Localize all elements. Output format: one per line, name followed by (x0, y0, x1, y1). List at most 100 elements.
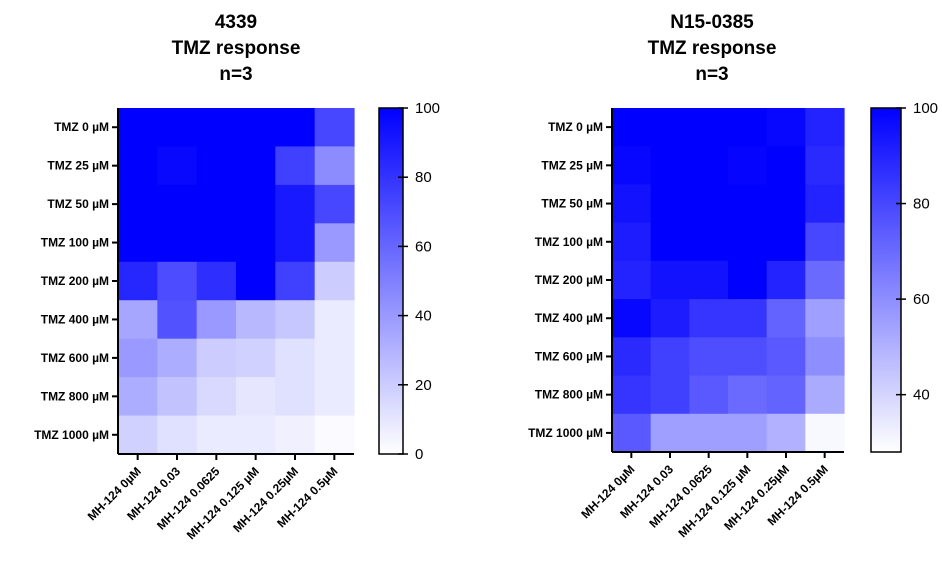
heatmap-cell (766, 222, 806, 262)
colorbar-gradient (378, 107, 404, 455)
title-line-2: TMZ response (172, 38, 301, 59)
colorbar-tick-label: 80 (913, 196, 930, 213)
heatmap-cell (766, 260, 806, 300)
heatmap-cell (196, 108, 237, 148)
heatmap-cell (236, 223, 276, 263)
colorbar-tick-label: 100 (415, 100, 440, 117)
heatmap-cell (650, 108, 690, 147)
heatmap-cell (805, 184, 845, 224)
heatmap-cell (236, 415, 276, 455)
heatmap-cell (728, 184, 768, 224)
colorbar-gradient (870, 107, 902, 453)
heatmap-cell (612, 375, 652, 415)
heatmap-cell (766, 337, 806, 377)
heatmap-cell (118, 223, 158, 263)
y-tick-label: TMZ 200 µM (535, 273, 603, 287)
heatmap-cell (118, 415, 158, 455)
colorbar: 40 60 80 100 (870, 100, 938, 453)
heatmap-cell (805, 260, 845, 300)
heatmap-cell (314, 377, 355, 417)
colorbar-ticks: 40 60 80 100 (896, 100, 938, 404)
y-tick-label: TMZ 50 µM (47, 197, 109, 211)
heatmap-cell (275, 146, 316, 186)
heatmap-cell (196, 261, 237, 301)
y-tick-label: TMZ 400 µM (41, 312, 109, 326)
heatmap-cell (196, 338, 237, 378)
heatmap-cells (118, 108, 355, 455)
heatmap-cells (612, 108, 845, 453)
heatmap-cell (728, 413, 768, 453)
x-tick-label: MH-124 0.125 µM (184, 464, 262, 542)
heatmap-cell (612, 222, 652, 262)
heatmap-cell (196, 300, 237, 340)
heatmap-cell (689, 184, 729, 224)
heatmap-cell (196, 377, 237, 417)
heatmap-cell (612, 184, 652, 224)
colorbar: 0 20 40 60 80 100 (378, 100, 440, 463)
y-tick-label: TMZ 25 µM (541, 158, 603, 172)
heatmap-cell (689, 375, 729, 415)
heatmap-cell (612, 260, 652, 300)
heatmap-cell (612, 108, 652, 147)
y-tick-label: TMZ 600 µM (535, 349, 603, 363)
heatmap-cell (650, 413, 690, 453)
heatmap-cell (805, 108, 845, 147)
heatmap-cell (314, 146, 355, 186)
heatmap-cell (650, 337, 690, 377)
heatmap-cell (118, 300, 158, 340)
heatmap-cell (314, 415, 355, 455)
heatmap-cell (236, 300, 276, 340)
colorbar-tick-label: 100 (913, 100, 938, 117)
title-line-1: N15-0385 (670, 12, 754, 33)
y-tick-label: TMZ 600 µM (41, 351, 109, 365)
heatmap-cell (275, 377, 316, 417)
y-tick-label: TMZ 0 µM (548, 120, 603, 134)
heatmap-cell (236, 261, 276, 301)
heatmap-cell (157, 146, 198, 186)
colorbar-tick-label: 0 (415, 446, 423, 463)
y-tick-label: TMZ 100 µM (41, 236, 109, 250)
heatmap-cell (236, 338, 276, 378)
y-tick-label: TMZ 800 µM (41, 389, 109, 403)
heatmap-cell (236, 377, 276, 417)
heatmap-cell (728, 299, 768, 338)
heatmap-cell (728, 108, 768, 147)
heatmap-cell (805, 146, 845, 186)
heatmap-cell (650, 299, 690, 338)
heatmap-cell (275, 338, 316, 378)
heatmap-cell (612, 299, 652, 338)
heatmap-cell (805, 222, 845, 262)
heatmap-cell (118, 377, 158, 417)
heatmap-cell (612, 337, 652, 377)
heatmap-cell (196, 184, 237, 224)
y-tick-label: TMZ 1000 µM (34, 428, 109, 442)
heatmap-cell (766, 184, 806, 224)
colorbar-tick-label: 40 (913, 387, 930, 404)
heatmap-cell (314, 261, 355, 301)
heatmap-cell (766, 413, 806, 453)
y-tick-label: TMZ 50 µM (541, 197, 603, 211)
heatmap-cell (118, 108, 158, 148)
colorbar-ticks: 0 20 40 60 80 100 (398, 100, 440, 463)
heatmap-cell (314, 338, 355, 378)
heatmap-cell (275, 184, 316, 224)
heatmap-cell (157, 108, 198, 148)
heatmap-cell (118, 146, 158, 186)
heatmap-cell (728, 260, 768, 300)
heatmap-cell (314, 108, 355, 148)
heatmap-cell (314, 300, 355, 340)
heatmap-cell (314, 184, 355, 224)
x-tick-label: MH-124 0.125 µM (675, 462, 753, 540)
colorbar-tick-label: 20 (415, 377, 432, 394)
y-tick-label: TMZ 25 µM (47, 159, 109, 173)
y-axis: TMZ 0 µM TMZ 25 µM TMZ 50 µM TMZ 100 µM TMZ … (34, 108, 119, 454)
heatmap-cell (157, 415, 198, 455)
heatmap-cell (728, 375, 768, 415)
heatmap-cell (157, 223, 198, 263)
heatmap-cell (805, 337, 845, 377)
colorbar-tick-label: 40 (415, 308, 432, 325)
heatmap-cell (689, 337, 729, 377)
heatmap-cell (157, 184, 198, 224)
